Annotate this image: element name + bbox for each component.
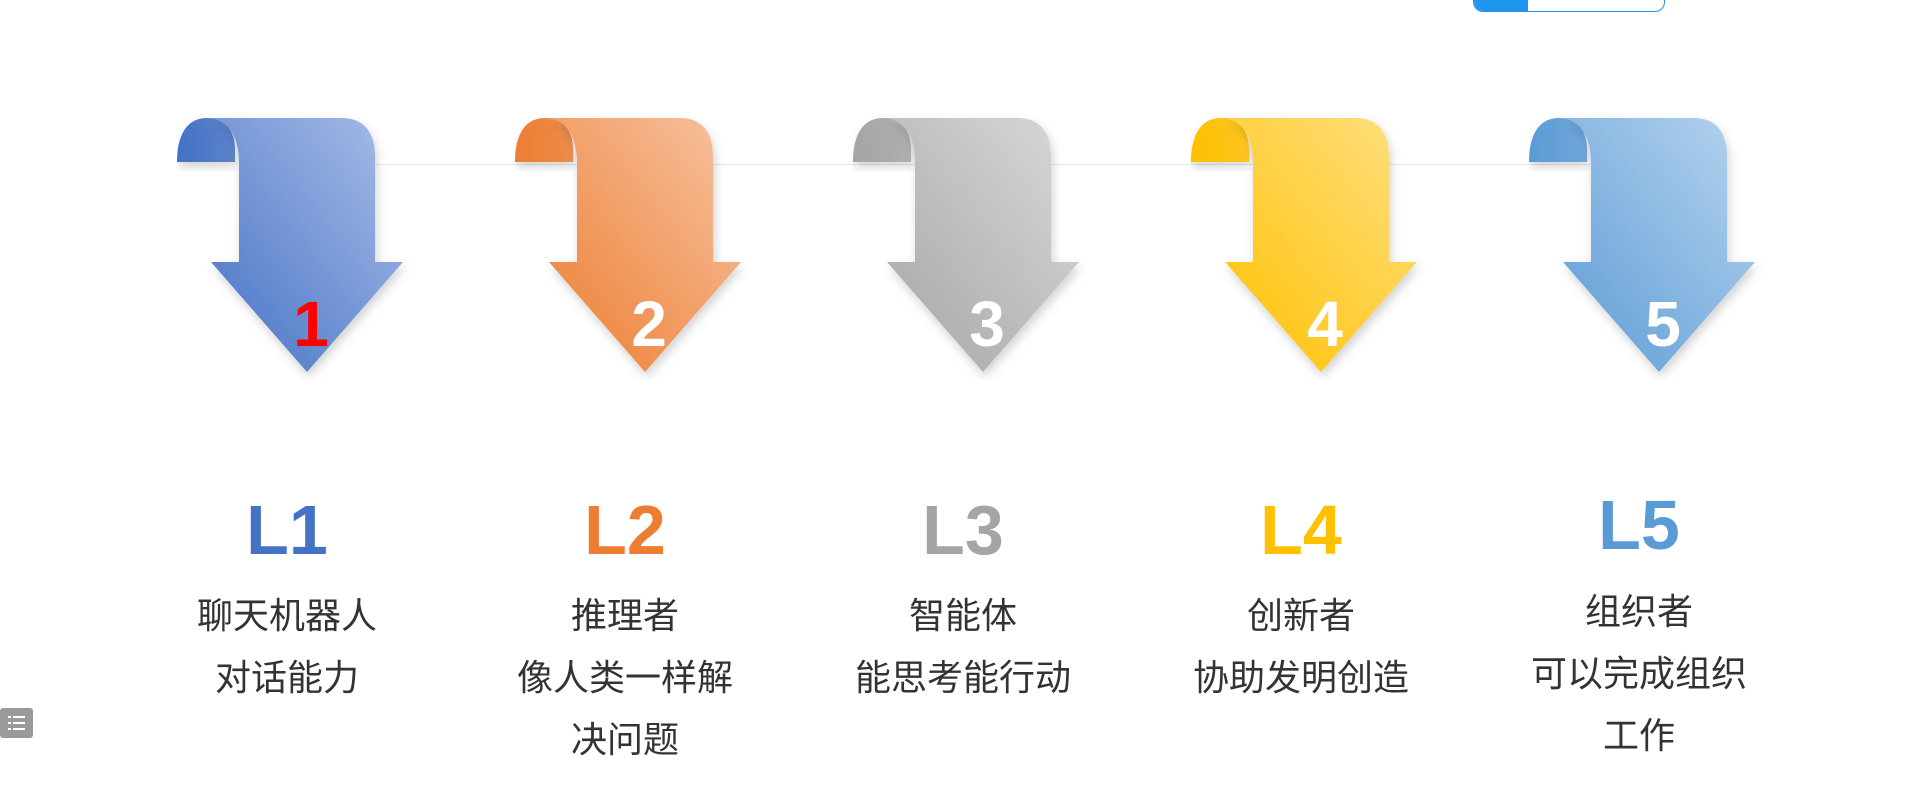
level-label: L5 <box>1598 486 1680 564</box>
arrow-shape <box>853 118 1079 372</box>
level-label: L1 <box>246 491 328 569</box>
level-description: 协助发明创造 <box>1192 658 1409 699</box>
arrow-shape <box>515 118 741 372</box>
level-title: 智能体 <box>908 596 1017 637</box>
level-title: 推理者 <box>570 596 679 637</box>
level-title: 创新者 <box>1246 596 1355 637</box>
step-number: 1 <box>293 288 329 360</box>
step-number: 2 <box>631 288 667 360</box>
level-description: 能思考能行动 <box>854 658 1071 699</box>
level-label: L2 <box>584 491 666 569</box>
level-title: 聊天机器人 <box>196 596 377 637</box>
list-icon[interactable] <box>0 708 33 738</box>
level-label: L4 <box>1260 491 1342 569</box>
level-description: 可以完成组织 工作 <box>1530 654 1747 757</box>
level-description: 像人类一样解 决问题 <box>516 658 733 761</box>
level-title: 组织者 <box>1584 592 1693 633</box>
step-number: 4 <box>1307 288 1343 360</box>
progress-fill <box>1474 0 1528 11</box>
arrow-shape <box>1529 118 1755 372</box>
step-number: 3 <box>969 288 1005 360</box>
step-number: 5 <box>1645 288 1681 360</box>
level-description: 对话能力 <box>214 658 359 699</box>
level-label: L3 <box>922 491 1004 569</box>
list-icon-glyph <box>8 716 25 730</box>
arrow-shape <box>1191 118 1417 372</box>
arrow-shape <box>177 118 403 372</box>
